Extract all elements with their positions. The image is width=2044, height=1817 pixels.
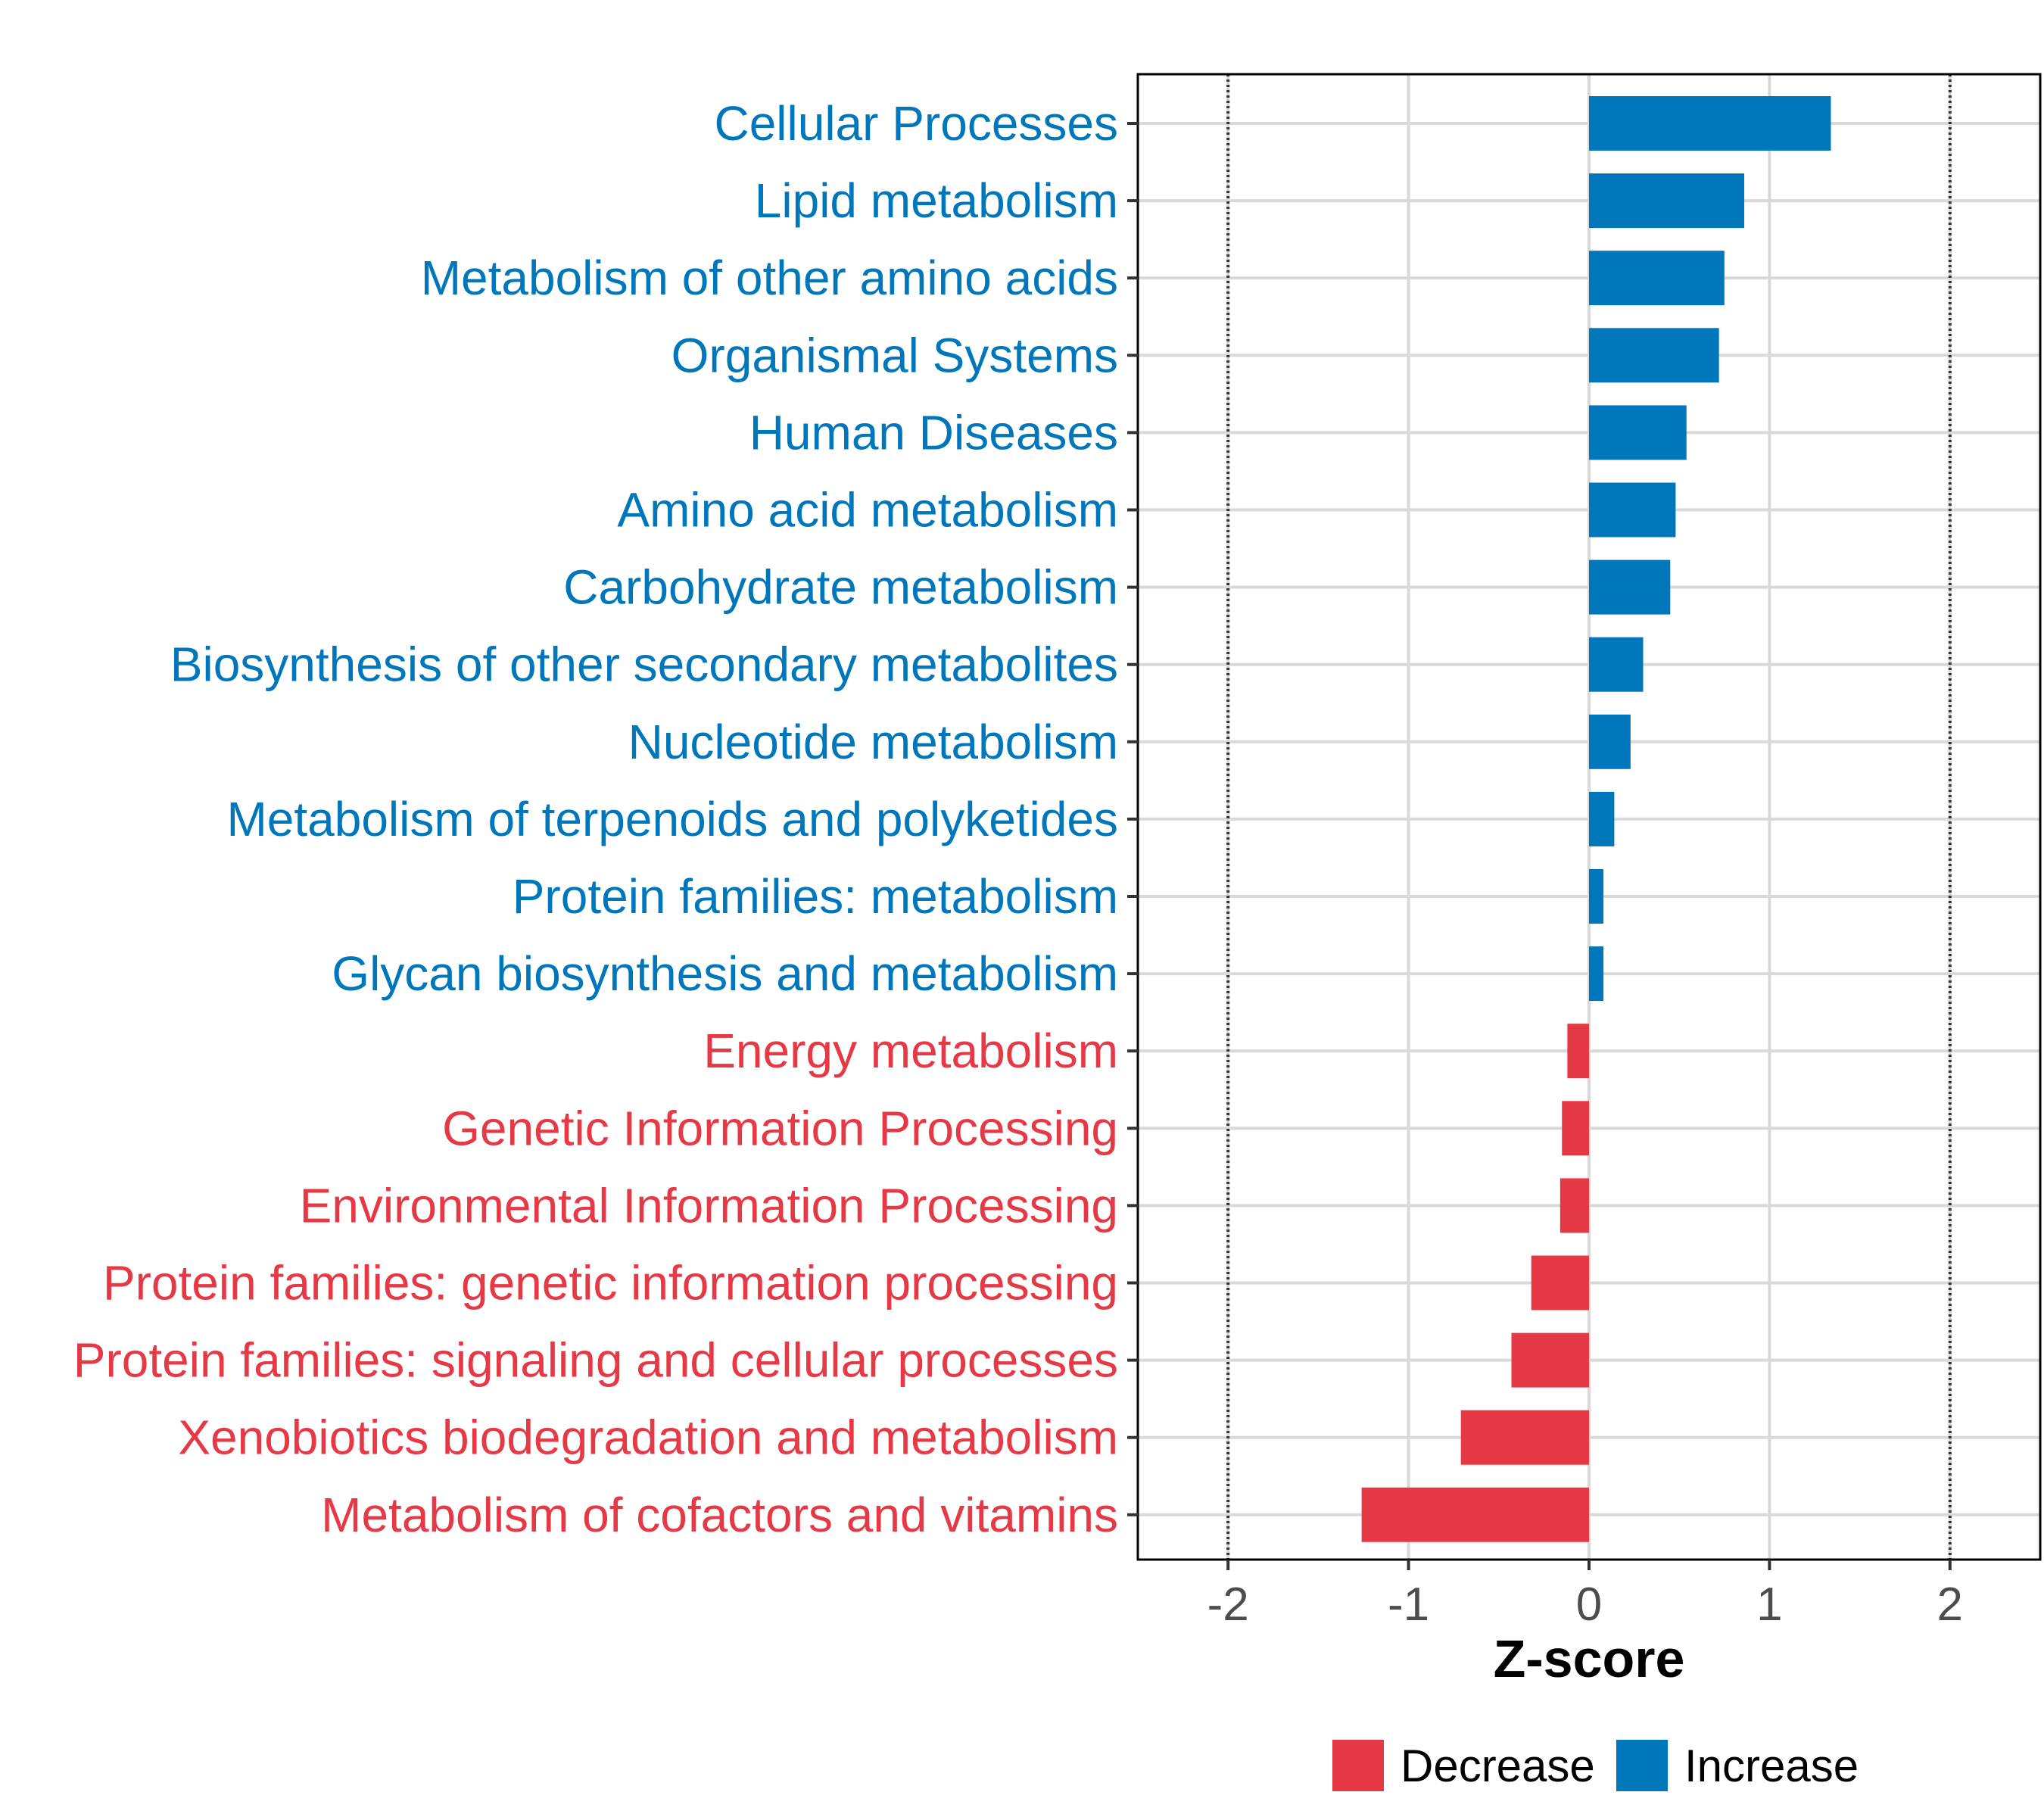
x-tick-label: -1 [1388, 1579, 1429, 1631]
category-label: Protein families: metabolism [513, 869, 1118, 924]
x-tick-label: -2 [1207, 1579, 1249, 1631]
bar [1361, 1487, 1589, 1542]
bar [1567, 1024, 1589, 1079]
category-label: Carbohydrate metabolism [563, 560, 1118, 615]
bar [1559, 1178, 1589, 1233]
x-ticks: -2 -1 0 1 2 [1207, 1560, 1963, 1631]
bar [1511, 1332, 1589, 1388]
category-label: Lipid metabolism [755, 173, 1118, 228]
category-label: Environmental Information Processing [300, 1178, 1118, 1233]
bar [1589, 714, 1631, 769]
category-label: Metabolism of terpenoids and polyketides [226, 792, 1118, 846]
legend: Decrease Increase [1332, 1740, 1859, 1791]
category-labels: Cellular Processes Lipid metabolism Metabo… [73, 96, 1118, 1542]
category-label: Amino acid metabolism [617, 483, 1118, 538]
bar [1589, 251, 1725, 306]
category-label: Glycan biosynthesis and metabolism [332, 946, 1118, 1001]
x-tick-label: 0 [1576, 1579, 1602, 1631]
category-label: Energy metabolism [703, 1024, 1118, 1078]
bar [1589, 791, 1615, 846]
category-label: Organismal Systems [671, 328, 1118, 382]
bar [1460, 1410, 1589, 1465]
bar [1589, 328, 1719, 383]
bar [1589, 482, 1676, 538]
bar [1531, 1255, 1589, 1311]
bar [1589, 173, 1745, 229]
category-label: Cellular Processes [714, 96, 1118, 151]
legend-label-decrease: Decrease [1401, 1741, 1595, 1791]
reference-lines [1226, 74, 1952, 1560]
bars [1361, 96, 1831, 1542]
category-label: Human Diseases [749, 405, 1118, 460]
legend-label-increase: Increase [1684, 1741, 1859, 1791]
y-ticks [1127, 122, 1138, 1516]
legend-swatch-decrease [1332, 1740, 1384, 1791]
x-axis-title: Z-score [1494, 1629, 1685, 1688]
category-label: Xenobiotics biodegradation and metabolis… [178, 1410, 1118, 1465]
bar [1589, 637, 1644, 692]
category-label: Metabolism of other amino acids [421, 251, 1118, 305]
category-label: Protein families: genetic information pr… [103, 1256, 1118, 1311]
legend-swatch-increase [1616, 1740, 1668, 1791]
category-label: Genetic Information Processing [442, 1101, 1118, 1155]
category-label: Protein families: signaling and cellular… [73, 1333, 1118, 1388]
bar [1589, 405, 1687, 460]
x-tick-label: 1 [1756, 1579, 1782, 1631]
category-label: Metabolism of cofactors and vitamins [321, 1488, 1118, 1542]
x-tick-label: 2 [1937, 1579, 1963, 1631]
bar [1589, 559, 1671, 615]
bar [1589, 96, 1831, 151]
bar [1562, 1101, 1589, 1156]
category-label: Biosynthesis of other secondary metaboli… [170, 637, 1118, 692]
bar [1589, 869, 1604, 924]
bar [1589, 946, 1604, 1002]
category-label: Nucleotide metabolism [628, 715, 1118, 769]
